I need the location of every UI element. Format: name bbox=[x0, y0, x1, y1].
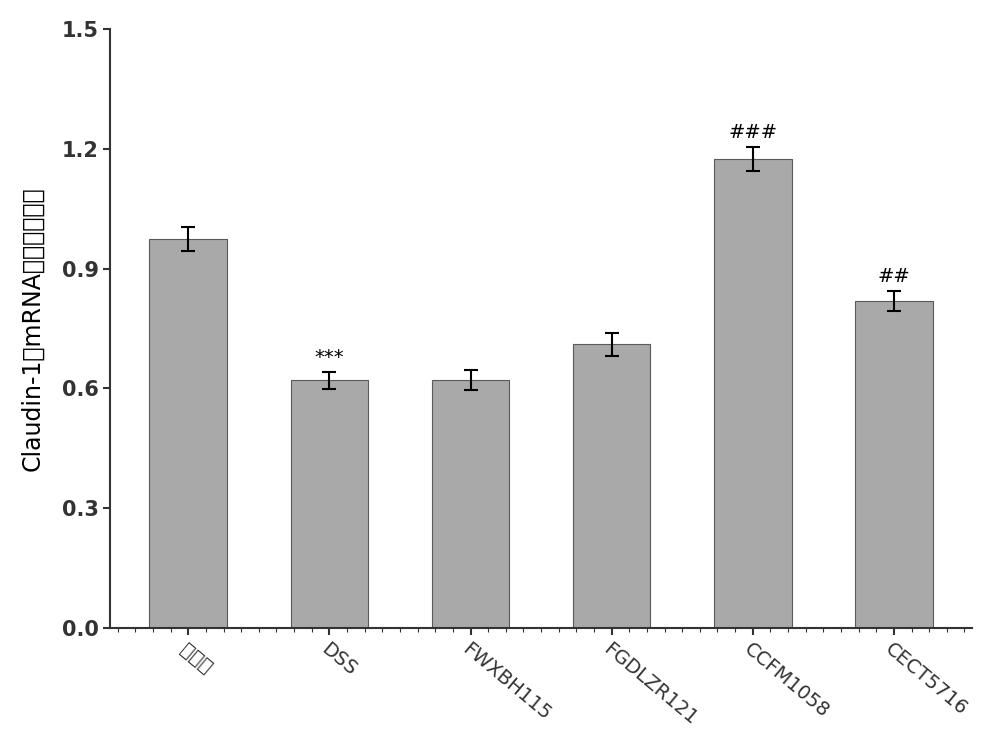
Text: ###: ### bbox=[728, 123, 777, 142]
Bar bbox=[855, 301, 933, 628]
Bar bbox=[149, 238, 227, 628]
Bar bbox=[291, 380, 368, 628]
Y-axis label: Claudin-1的mRNA相对表达水平: Claudin-1的mRNA相对表达水平 bbox=[21, 186, 45, 471]
Text: ***: *** bbox=[315, 348, 344, 367]
Bar bbox=[714, 159, 792, 628]
Bar bbox=[573, 344, 650, 628]
Text: ##: ## bbox=[877, 267, 910, 286]
Bar bbox=[432, 380, 509, 628]
